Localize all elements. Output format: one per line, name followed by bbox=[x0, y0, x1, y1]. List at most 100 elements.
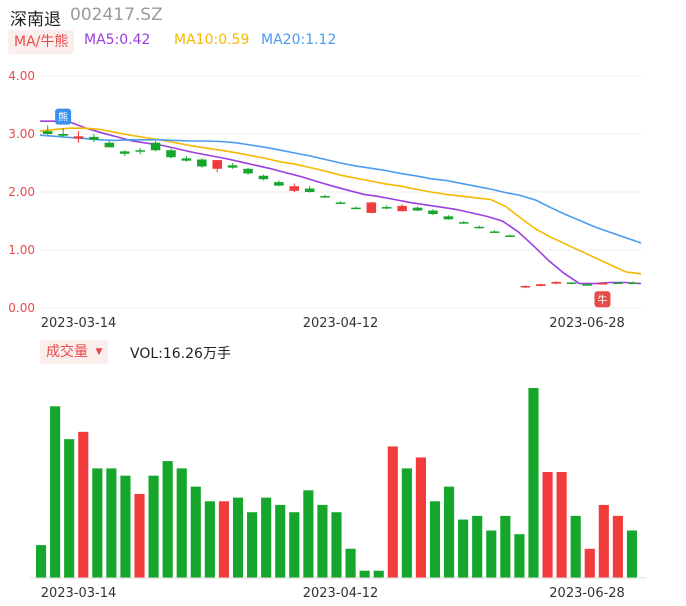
volume-bar bbox=[106, 468, 117, 578]
volume-bar bbox=[556, 472, 567, 578]
y-tick-label: 1.00 bbox=[8, 243, 35, 257]
candle-body bbox=[243, 168, 253, 174]
volume-bar bbox=[443, 486, 455, 578]
candle-body bbox=[381, 207, 392, 209]
candle-body bbox=[212, 160, 222, 169]
candle-body bbox=[628, 282, 639, 284]
volume-bar bbox=[261, 497, 272, 578]
candle-body bbox=[366, 202, 377, 213]
volume-bar bbox=[218, 501, 230, 578]
volume-bar bbox=[626, 530, 638, 578]
candle-body bbox=[274, 182, 284, 186]
stock-name: 深南退 bbox=[10, 10, 61, 30]
candle-body bbox=[320, 196, 330, 198]
candle-body bbox=[551, 281, 562, 284]
volume-bar bbox=[528, 388, 539, 578]
candle-body bbox=[582, 284, 592, 286]
ma10-readout: MA10:0.59 bbox=[174, 32, 250, 48]
candle-body bbox=[335, 202, 346, 204]
candle-body bbox=[181, 158, 192, 161]
y-tick-label: 3.00 bbox=[8, 127, 35, 141]
candle-body bbox=[397, 205, 407, 212]
volume-indicator-label: 成交量 bbox=[46, 344, 88, 360]
volume-bar bbox=[472, 515, 483, 578]
volume-bar bbox=[289, 512, 300, 578]
candle-body bbox=[505, 235, 515, 237]
chevron-down-icon: ▼ bbox=[95, 347, 103, 357]
volume-bar bbox=[359, 570, 370, 578]
volume-indicator-dropdown[interactable]: 成交量 ▼ bbox=[40, 340, 109, 364]
ma5-line bbox=[40, 120, 642, 285]
stock-code: 002417.SZ bbox=[70, 5, 163, 25]
bear-marker-label: 熊 bbox=[58, 111, 68, 124]
candle-body bbox=[566, 282, 577, 284]
volume-bar bbox=[570, 515, 581, 578]
bull-marker bbox=[594, 291, 611, 308]
volume-bar bbox=[542, 472, 553, 578]
bear-marker bbox=[55, 108, 72, 125]
volume-bar bbox=[514, 534, 525, 578]
ma5-readout: MA5:0.42 bbox=[84, 32, 151, 48]
volume-bar bbox=[612, 515, 623, 578]
volume-bar bbox=[458, 519, 469, 578]
volume-bar bbox=[500, 515, 511, 578]
ma10-line bbox=[39, 127, 642, 275]
candle-body bbox=[227, 165, 238, 168]
ma-indicator-toggle[interactable]: MA/牛熊 bbox=[8, 30, 75, 54]
volume-bar bbox=[415, 457, 426, 578]
bull-marker-label: 牛 bbox=[597, 293, 607, 306]
x-tick-label: 2023-06-28 bbox=[549, 586, 625, 601]
volume-bar bbox=[35, 545, 47, 578]
volume-bar bbox=[429, 501, 441, 578]
volume-bar bbox=[232, 497, 244, 578]
volume-bar bbox=[275, 504, 286, 578]
candle-body bbox=[58, 134, 68, 136]
ma20-readout: MA20:1.12 bbox=[261, 32, 337, 48]
volume-bar bbox=[134, 493, 145, 578]
volume-bar bbox=[148, 475, 159, 578]
volume-bar bbox=[387, 446, 398, 578]
candle-body bbox=[351, 207, 361, 210]
volume-bar bbox=[373, 570, 384, 578]
candle-body bbox=[197, 159, 207, 167]
candle-body bbox=[613, 282, 623, 284]
y-tick-label: 4.00 bbox=[8, 69, 35, 83]
volume-bar bbox=[303, 490, 314, 578]
candle-body bbox=[443, 216, 454, 220]
candle-body bbox=[412, 207, 423, 211]
volume-bar bbox=[78, 431, 89, 578]
candle-body bbox=[135, 150, 145, 152]
volume-bar bbox=[120, 475, 131, 578]
candle-body bbox=[42, 131, 53, 134]
candle-body bbox=[597, 283, 608, 285]
volume-bar bbox=[317, 504, 328, 578]
volume-bar bbox=[190, 486, 201, 578]
candle-body bbox=[104, 142, 115, 148]
x-tick-label: 2023-06-28 bbox=[549, 316, 625, 331]
volume-bar bbox=[247, 512, 258, 578]
volume-bar bbox=[486, 530, 497, 578]
volume-bar bbox=[401, 468, 412, 578]
candle-body bbox=[428, 210, 438, 215]
x-tick-label: 2023-04-12 bbox=[303, 316, 379, 331]
y-tick-label: 2.00 bbox=[8, 185, 35, 199]
volume-bar bbox=[204, 501, 215, 578]
candle-body bbox=[150, 142, 161, 151]
volume-bar bbox=[598, 504, 609, 578]
candle-body bbox=[166, 150, 176, 158]
volume-bar bbox=[331, 512, 342, 578]
volume-bar bbox=[176, 468, 187, 578]
x-tick-label: 2023-04-12 bbox=[303, 586, 379, 601]
candle-body bbox=[119, 151, 130, 154]
volume-bar bbox=[584, 548, 595, 578]
candle-body bbox=[489, 231, 500, 233]
volume-bar bbox=[162, 461, 173, 578]
candle-body bbox=[474, 226, 484, 229]
volume-bar bbox=[50, 406, 61, 578]
volume-bar bbox=[64, 439, 75, 578]
x-tick-label: 2023-03-14 bbox=[41, 586, 117, 601]
volume-bar bbox=[345, 548, 356, 578]
candle-body bbox=[89, 136, 99, 140]
candle-body bbox=[304, 188, 315, 192]
